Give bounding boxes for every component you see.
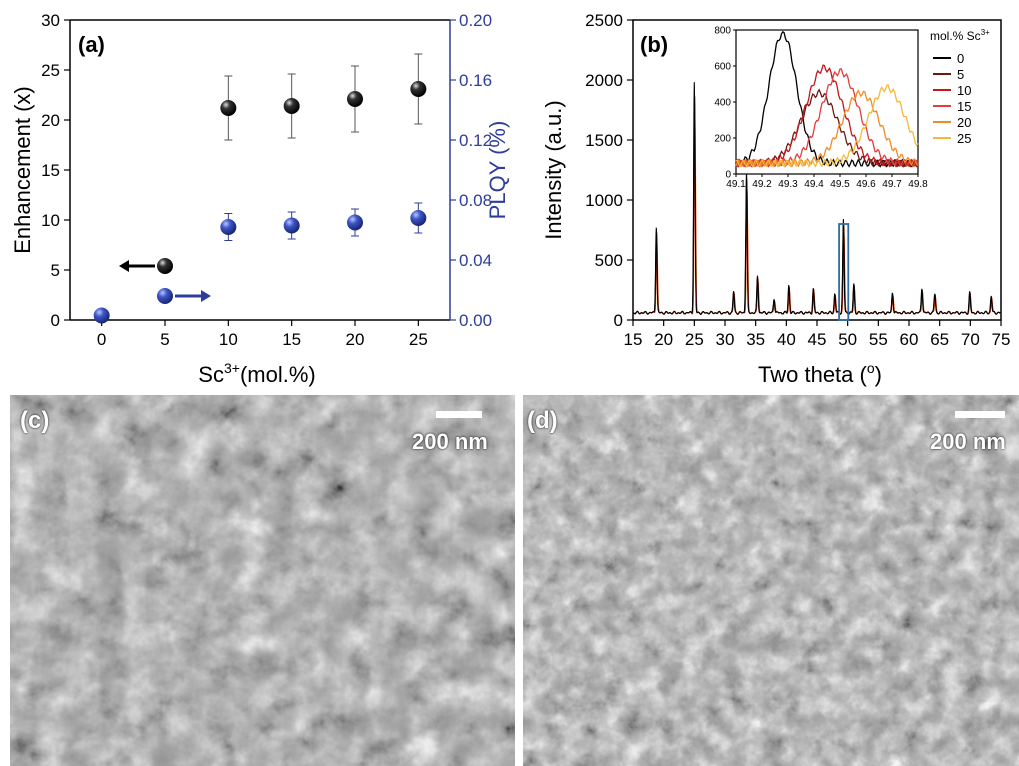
chart-b-x-tick-label: 15 — [624, 330, 643, 349]
chart-a-xlabel: Sc3+(mol.%) — [198, 360, 315, 387]
chart-b-y-tick-label: 2500 — [585, 11, 623, 30]
chart-a-point-series-1 — [220, 219, 237, 235]
chart-b-inset-y-tick-label: 800 — [714, 26, 731, 37]
chart-a-point-series-0 — [410, 81, 427, 97]
chart-b-inset-x-tick-label: 49.7 — [882, 179, 902, 190]
chart-b-inset-y-tick-label: 600 — [714, 62, 731, 73]
chart-b-x-tick-label: 70 — [961, 330, 980, 349]
chart-a-point-series-1 — [93, 307, 110, 324]
chart-a-ylabel: Enhancement (x) — [10, 86, 35, 254]
chart-a-x-tick-label: 10 — [219, 330, 238, 349]
chart-b-inset-y-tick-label: 0 — [725, 170, 731, 181]
chart-a-x-tick-label: 15 — [282, 330, 301, 349]
chart-b-panel-label: (b) — [640, 32, 668, 57]
chart-a-y-tick-label: 30 — [41, 11, 60, 30]
chart-b-inset-x-tick-label: 49.2 — [752, 179, 772, 190]
sem-texture-c — [10, 395, 515, 766]
chart-b-y-tick-label: 2000 — [585, 71, 623, 90]
sem-image-d: (d) 200 nm — [523, 395, 1019, 766]
chart-b-x-tick-label: 45 — [808, 330, 827, 349]
chart-b-svg: (b) Intensity (a.u.) Two theta (o) mol.%… — [541, 11, 1011, 387]
sem-d-scale-text: 200 nm — [930, 429, 1006, 454]
sem-c-scale-bar — [436, 411, 482, 418]
chart-b: (b) Intensity (a.u.) Two theta (o) mol.%… — [515, 0, 1019, 395]
chart-a-svg: (a) Enhancement (x) PLQY (%) Sc3+(mol.%)… — [10, 11, 510, 387]
chart-b-inset-x-tick-label: 49.6 — [856, 179, 876, 190]
chart-a-y-tick-label: 20 — [41, 111, 60, 130]
chart-b-x-tick-label: 75 — [992, 330, 1011, 349]
chart-a-y-tick-label: 5 — [51, 261, 60, 280]
chart-b-x-tick-label: 55 — [869, 330, 888, 349]
chart-a-right-arrowhead — [201, 290, 211, 302]
chart-a-point-series-0 — [220, 100, 237, 116]
chart-a-point-series-1 — [157, 288, 173, 304]
chart-b-x-tick-label: 30 — [716, 330, 735, 349]
chart-b-inset-series-25 — [735, 84, 919, 168]
chart-a-point-series-1 — [347, 214, 363, 231]
chart-a-y2-tick-label: 0.12 — [459, 131, 492, 150]
chart-b-ylabel: Intensity (a.u.) — [541, 100, 566, 239]
chart-b-legend-label-25: 25 — [957, 131, 971, 146]
chart-b-xrd-pattern-0 — [632, 82, 1002, 315]
chart-b-inset-series-15 — [735, 68, 919, 168]
chart-a-y2label: PLQY (%) — [485, 121, 510, 220]
sem-d-scale-bar — [955, 411, 1005, 418]
chart-a-y-tick-label: 25 — [41, 61, 60, 80]
sem-texture-d — [523, 395, 1019, 766]
chart-b-inset-x-tick-label: 49.5 — [830, 179, 850, 190]
chart-a-x-tick-label: 20 — [346, 330, 365, 349]
chart-a-y2-tick-label: 0.20 — [459, 11, 492, 30]
chart-a-y2-tick-label: 0.16 — [459, 71, 492, 90]
chart-b-legend-label-5: 5 — [957, 67, 964, 82]
chart-b-legend-label-20: 20 — [957, 115, 971, 130]
chart-b-legend-label-15: 15 — [957, 99, 971, 114]
chart-b-inset-y-tick-label: 200 — [714, 134, 731, 145]
chart-b-y-tick-label: 500 — [595, 251, 623, 270]
chart-a-point-series-1 — [283, 217, 300, 234]
chart-b-highlight-box — [838, 223, 850, 321]
chart-a-y2-tick-label: 0.00 — [459, 311, 492, 330]
chart-a-left-arrowhead — [119, 260, 129, 272]
chart-b-x-tick-label: 40 — [777, 330, 796, 349]
chart-a-y-tick-label: 0 — [51, 311, 60, 330]
chart-b-inset-x-tick-label: 49.8 — [908, 179, 928, 190]
chart-b-inset-x-tick-label: 49.3 — [778, 179, 798, 190]
chart-a-point-series-0 — [157, 258, 173, 274]
chart-a-y-tick-label: 10 — [41, 211, 60, 230]
chart-b-y-tick-label: 0 — [614, 311, 623, 330]
chart-a-x-tick-label: 0 — [97, 330, 106, 349]
chart-a-point-series-1 — [410, 210, 427, 226]
sem-c-label: (c) — [20, 407, 50, 434]
sem-d-label: (d) — [527, 407, 558, 434]
sem-image-c: (c) 200 nm — [10, 395, 515, 766]
chart-b-x-tick-label: 35 — [746, 330, 765, 349]
chart-b-x-tick-label: 65 — [930, 330, 949, 349]
chart-b-legend-title: mol.% Sc3+ — [930, 28, 990, 43]
chart-a-x-tick-label: 5 — [160, 330, 169, 349]
chart-a-point-series-0 — [283, 98, 300, 114]
chart-a-y-tick-label: 15 — [41, 161, 60, 180]
sem-c-scale-text: 200 nm — [412, 429, 488, 454]
chart-a-y2-tick-label: 0.08 — [459, 191, 492, 210]
chart-b-inset-x-tick-label: 49.1 — [726, 179, 746, 190]
chart-b-y-tick-label: 1000 — [585, 191, 623, 210]
chart-b-x-tick-label: 20 — [654, 330, 673, 349]
chart-b-xlabel: Two theta (o) — [758, 360, 882, 387]
chart-a-x-tick-label: 25 — [409, 330, 428, 349]
chart-a: (a) Enhancement (x) PLQY (%) Sc3+(mol.%)… — [0, 0, 515, 395]
chart-b-legend-label-0: 0 — [957, 51, 964, 66]
chart-b-inset-y-tick-label: 400 — [714, 98, 731, 109]
chart-a-panel-label: (a) — [78, 32, 105, 57]
chart-b-inset-x-tick-label: 49.4 — [804, 179, 824, 190]
chart-a-point-series-0 — [347, 91, 363, 107]
chart-b-inset-series-0 — [735, 30, 919, 168]
chart-b-y-tick-label: 1500 — [585, 131, 623, 150]
chart-b-x-tick-label: 50 — [838, 330, 857, 349]
chart-a-y2-tick-label: 0.04 — [459, 251, 492, 270]
chart-b-x-tick-label: 60 — [900, 330, 919, 349]
chart-b-x-tick-label: 25 — [685, 330, 704, 349]
chart-b-legend-label-10: 10 — [957, 83, 971, 98]
